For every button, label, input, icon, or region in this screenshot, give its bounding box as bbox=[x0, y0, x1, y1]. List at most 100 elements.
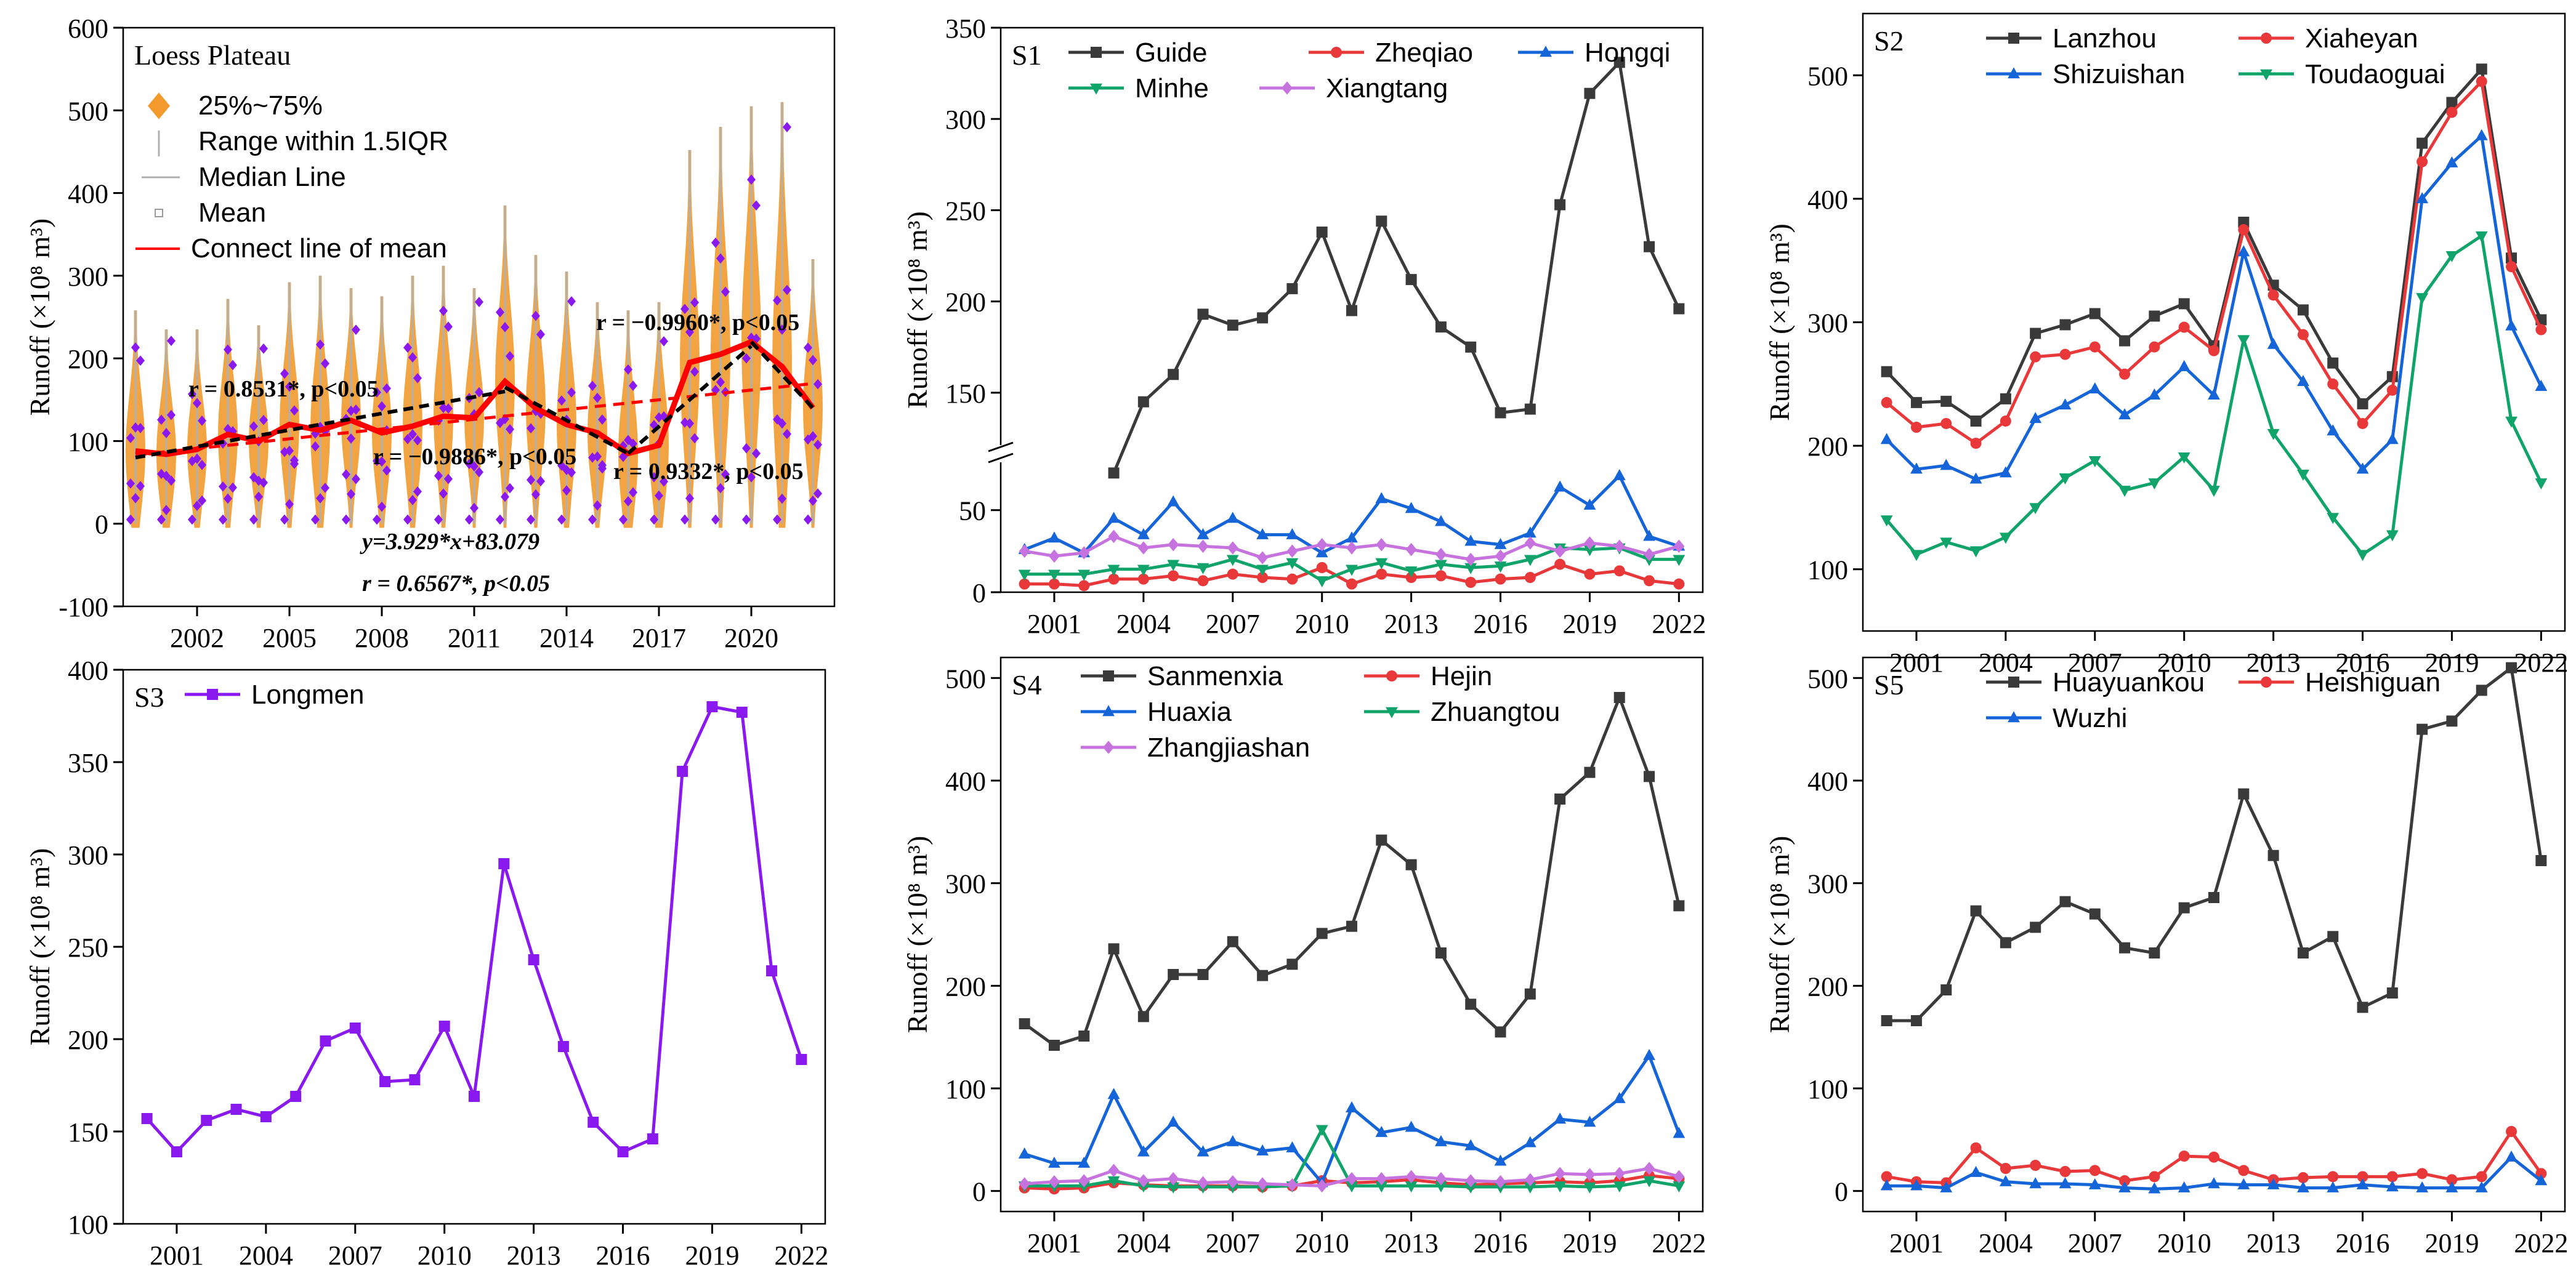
x-tick-label: 2008 bbox=[355, 623, 409, 653]
data-point bbox=[690, 433, 699, 444]
data-point bbox=[1316, 928, 1328, 939]
panel-loess-plateau: -100 0 100 200 300 400 500 600 2002 2005 2008 2011 2… bbox=[24, 14, 836, 653]
data-point bbox=[148, 92, 170, 119]
data-point bbox=[2535, 1168, 2547, 1180]
data-point bbox=[2505, 416, 2517, 428]
x-tick-label: 2004 bbox=[1116, 1228, 1171, 1258]
y-tick-label: 200 bbox=[1807, 432, 1848, 462]
legend-label: Lanzhou bbox=[2053, 23, 2157, 54]
x-tick-label: 2013 bbox=[507, 1240, 561, 1271]
data-point bbox=[1167, 1182, 1180, 1194]
data-point bbox=[1226, 555, 1239, 566]
data-point bbox=[2446, 97, 2458, 108]
segment-trend bbox=[504, 385, 629, 456]
data-point bbox=[2178, 1181, 2190, 1192]
data-point bbox=[342, 469, 350, 480]
x-tick-label: 2010 bbox=[1295, 1228, 1349, 1258]
data-point bbox=[1346, 565, 1358, 576]
data-point bbox=[1376, 215, 1387, 227]
panel-s2: 100 200 300 400 500 2001 2004 2007 2010 2013 2016 2… bbox=[1764, 12, 2568, 678]
data-point bbox=[2475, 231, 2488, 243]
data-point bbox=[1376, 1172, 1387, 1186]
data-point bbox=[1495, 407, 1506, 419]
data-point bbox=[1435, 547, 1447, 561]
data-point bbox=[593, 392, 602, 403]
legend-label: 25%~75% bbox=[198, 90, 323, 121]
data-point bbox=[1331, 47, 1342, 58]
annotation: r = −0.9960*, p<0.05 bbox=[596, 310, 799, 336]
data-point bbox=[1316, 227, 1328, 238]
data-point bbox=[1197, 575, 1209, 587]
data-point bbox=[1999, 532, 2012, 544]
data-point bbox=[285, 445, 294, 456]
data-point bbox=[290, 455, 299, 466]
data-point bbox=[198, 495, 206, 506]
x-tick-label: 2022 bbox=[1652, 1228, 1706, 1258]
data-point bbox=[747, 174, 756, 185]
data-point bbox=[290, 1091, 302, 1102]
data-point bbox=[2261, 33, 2272, 44]
y-tick-label: 50 bbox=[959, 496, 986, 526]
data-point bbox=[290, 405, 299, 416]
data-point bbox=[254, 491, 263, 502]
data-point bbox=[587, 1117, 599, 1128]
data-point bbox=[131, 342, 140, 353]
data-point bbox=[1405, 502, 1418, 513]
data-point bbox=[439, 305, 448, 316]
data-point bbox=[650, 472, 658, 483]
data-point bbox=[1465, 999, 1477, 1010]
data-point bbox=[804, 514, 812, 525]
data-point bbox=[1644, 575, 1655, 587]
data-point bbox=[506, 351, 514, 362]
data-point bbox=[2208, 1151, 2219, 1163]
data-point bbox=[1197, 308, 1209, 320]
data-point bbox=[531, 489, 540, 500]
data-point bbox=[1584, 766, 1596, 778]
data-point bbox=[1465, 577, 1477, 588]
data-point bbox=[2059, 319, 2071, 331]
data-point bbox=[2208, 1177, 2220, 1189]
y-tick-label: 0 bbox=[972, 1177, 986, 1207]
data-point bbox=[1137, 1174, 1149, 1188]
data-point bbox=[783, 284, 791, 295]
x-tick-label: 2001 bbox=[1027, 609, 1081, 639]
data-point bbox=[444, 403, 453, 414]
data-point bbox=[1168, 369, 1179, 380]
data-point bbox=[721, 286, 730, 297]
data-point bbox=[814, 379, 822, 390]
data-point bbox=[1108, 529, 1120, 544]
data-point bbox=[1286, 1141, 1299, 1152]
y-tick-label: 600 bbox=[68, 14, 108, 44]
data-point bbox=[711, 237, 720, 248]
y-axis-label: Runoff (×10⁸ m³) bbox=[902, 211, 933, 409]
data-point bbox=[796, 1054, 807, 1065]
series-line-lanzhou bbox=[1885, 65, 2543, 424]
data-point bbox=[444, 473, 453, 484]
data-point bbox=[1554, 1167, 1566, 1181]
data-point bbox=[567, 296, 576, 307]
data-point bbox=[1018, 569, 1031, 581]
data-point bbox=[1103, 741, 1114, 754]
data-point bbox=[1554, 544, 1566, 558]
y-tick-label: 500 bbox=[68, 96, 108, 126]
data-point bbox=[2088, 382, 2101, 394]
x-tick-label: 2004 bbox=[239, 1240, 293, 1271]
data-point bbox=[1880, 1179, 1893, 1191]
x-tick-label: 2019 bbox=[2425, 1228, 2479, 1258]
y-tick-label: 100 bbox=[1807, 1074, 1848, 1104]
x-tick-label: 2013 bbox=[1384, 609, 1439, 639]
y-tick-label: -100 bbox=[59, 592, 108, 622]
data-point bbox=[1048, 1156, 1060, 1168]
data-point bbox=[2357, 417, 2368, 429]
data-point bbox=[1583, 1182, 1596, 1194]
data-point bbox=[660, 476, 668, 487]
data-point bbox=[1227, 1175, 1238, 1189]
data-point bbox=[1613, 565, 1625, 577]
data-point bbox=[2327, 513, 2340, 524]
x-tick-label: 2022 bbox=[774, 1240, 828, 1271]
data-point bbox=[188, 388, 196, 400]
data-point bbox=[2357, 398, 2368, 409]
data-point bbox=[1583, 545, 1596, 557]
data-point bbox=[1999, 1175, 2012, 1186]
data-point bbox=[1226, 512, 1239, 523]
